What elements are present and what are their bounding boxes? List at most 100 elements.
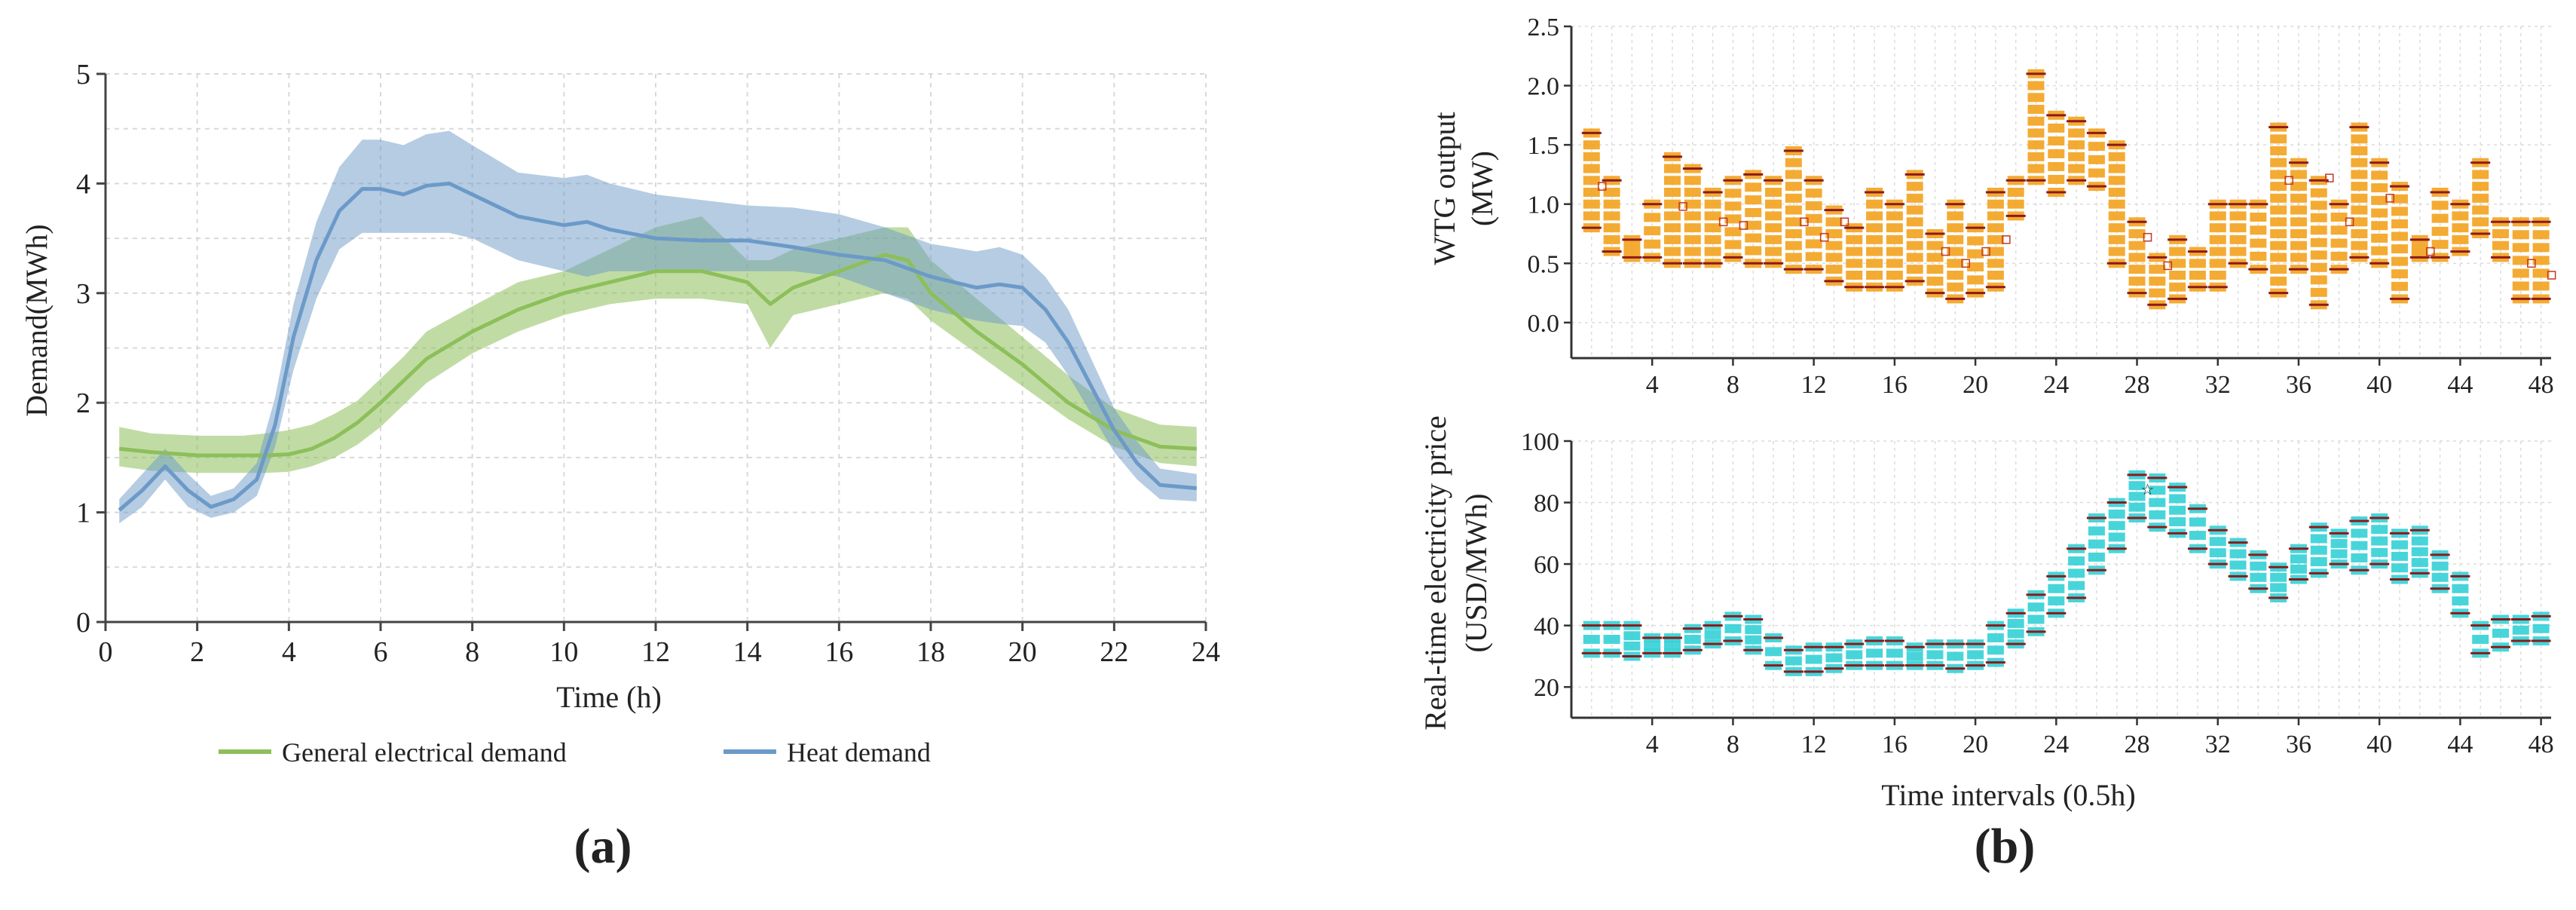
- interval-segment: [2048, 584, 2065, 593]
- interval-segment: [1724, 188, 1742, 198]
- interval-segment: [2411, 558, 2428, 568]
- interval-segment: [2068, 164, 2085, 173]
- x-tick-label: 4: [1646, 731, 1659, 758]
- interval-segment: [1785, 241, 1802, 250]
- interval-segment: [1684, 188, 1701, 197]
- interval-segment: [2209, 247, 2226, 256]
- y-tick-label: 0.5: [1528, 250, 1560, 278]
- outlier-marker: [2345, 217, 2354, 227]
- interval-segment: [2229, 247, 2247, 256]
- y-tick-label: 20: [1534, 674, 1559, 702]
- interval-segment: [2189, 517, 2206, 527]
- interval-segment: [2270, 182, 2287, 191]
- outlier-marker: [1678, 202, 1687, 211]
- interval-segment: [2310, 545, 2327, 555]
- interval-segment: [1745, 625, 1762, 635]
- interval-segment: [2452, 223, 2469, 233]
- interval-segment: [1825, 653, 1843, 663]
- interval-segment: [2452, 234, 2469, 244]
- interval-segment: [2512, 281, 2529, 291]
- interval-segment: [2108, 509, 2125, 519]
- interval-segment: [2371, 170, 2388, 180]
- interval-segment: [2351, 182, 2368, 191]
- interval-segment: [2310, 287, 2327, 297]
- interval-segment: [2027, 81, 2045, 90]
- interval-segment: [2149, 498, 2166, 507]
- interval-segment: [2088, 539, 2105, 549]
- interval-segment: [2229, 560, 2247, 570]
- interval-segment: [2209, 259, 2226, 268]
- interval-segment: [1947, 234, 1964, 244]
- interval-segment: [1785, 656, 1802, 666]
- interval-segment: [2068, 152, 2085, 161]
- interval-segment: [1987, 223, 2004, 233]
- interval-segment: [1886, 223, 1903, 233]
- interval-segment: [1906, 253, 1923, 262]
- x-tick-label-a: 6: [374, 636, 388, 668]
- interval-segment: [2270, 170, 2287, 179]
- interval-segment: [2250, 238, 2267, 248]
- x-tick-label: 28: [2125, 371, 2150, 399]
- interval-segment: [1644, 213, 1661, 222]
- interval-segment: [2391, 231, 2408, 241]
- plot-area-a: [106, 73, 1207, 622]
- interval-segment: [1866, 648, 1883, 658]
- interval-segment: [1967, 650, 1984, 660]
- x-tick-label-a: 2: [190, 636, 204, 668]
- interval-segment: [2128, 276, 2146, 286]
- interval-segment: [1825, 217, 1843, 227]
- interval-segment: [2250, 213, 2267, 222]
- interval-segment: [2330, 549, 2348, 559]
- interval-segment: [2007, 199, 2024, 209]
- interval-segment: [2108, 176, 2125, 185]
- interval-segment: [2088, 155, 2105, 164]
- x-tick-label: 16: [1882, 371, 1908, 399]
- interval-segment: [1765, 234, 1782, 244]
- interval-segment: [1765, 247, 1782, 256]
- x-tick-label: 44: [2447, 371, 2473, 399]
- interval-segment: [2149, 510, 2166, 519]
- interval-segment: [1785, 193, 1802, 203]
- interval-segment: [1623, 631, 1641, 641]
- interval-segment: [1745, 207, 1762, 217]
- interval-segment: [1947, 651, 1964, 661]
- interval-segment: [1664, 164, 1681, 173]
- interval-segment: [1785, 170, 1802, 179]
- interval-segment: [2452, 584, 2469, 593]
- x-tick-label-a: 14: [733, 636, 762, 668]
- interval-segment: [1765, 188, 1782, 197]
- interval-segment: [2209, 271, 2226, 280]
- interval-segment: [2492, 241, 2509, 250]
- interval-segment: [1926, 241, 1944, 250]
- y-tick-label-a: 3: [76, 278, 90, 310]
- x-tick-label: 24: [2043, 731, 2069, 758]
- interval-segment: [2290, 554, 2307, 564]
- interval-segment: [2391, 540, 2408, 550]
- interval-segment: [2270, 572, 2287, 582]
- outlier-marker: [1800, 217, 1809, 227]
- interval-segment: [2088, 526, 2105, 536]
- interval-segment: [1866, 259, 1883, 268]
- x-tick-label: 48: [2529, 371, 2554, 399]
- interval-segment: [2209, 211, 2226, 221]
- outlier-marker: [2547, 271, 2556, 280]
- interval-segment: [2007, 618, 2024, 628]
- interval-segment: [2209, 537, 2226, 547]
- interval-segment: [2532, 256, 2550, 265]
- interval-segment: [1684, 211, 1701, 221]
- interval-segment: [2229, 549, 2247, 559]
- interval-segment: [1947, 282, 1964, 292]
- interval-segment: [1987, 211, 2004, 221]
- interval-segment: [2270, 217, 2287, 227]
- y-axis-label-b-top-line1: WTG output: [1427, 112, 1461, 265]
- interval-segment: [1987, 234, 2004, 244]
- outlier-marker: [2325, 173, 2334, 182]
- interval-segment: [1906, 241, 1923, 250]
- x-tick-label: 32: [2205, 371, 2231, 399]
- y-tick-label-a: 1: [76, 498, 90, 529]
- panel-b: 0.00.51.01.52.02.54 8 12 16 20 24 28 32 36 40 44 48…: [1418, 14, 2556, 812]
- interval-segment: [2532, 624, 2550, 633]
- interval-segment: [2128, 481, 2146, 491]
- interval-segment: [2391, 244, 2408, 254]
- x-tick-label: 40: [2366, 371, 2392, 399]
